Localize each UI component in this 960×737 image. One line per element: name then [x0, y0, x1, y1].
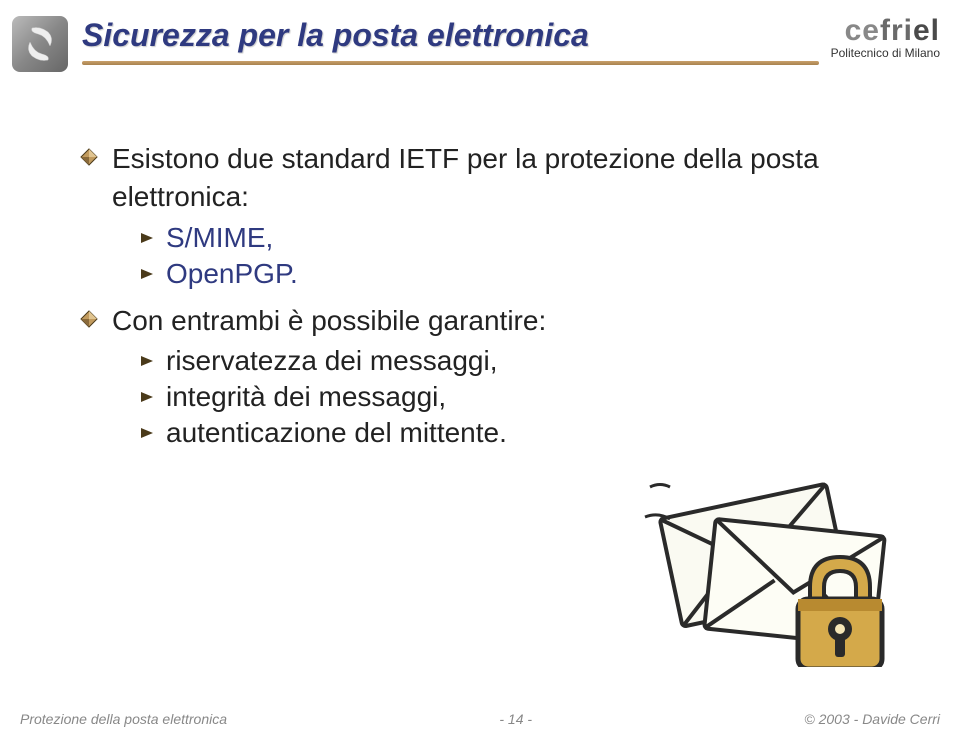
brand-block: cefriel Politecnico di Milano: [831, 14, 940, 60]
bullet-text: Esistono due standard IETF per la protez…: [112, 140, 900, 216]
sub-list: riservatezza dei messaggi, integrità dei…: [140, 345, 900, 449]
sub-label: integrità dei messaggi,: [166, 381, 446, 413]
slide-content: Esistono due standard IETF per la protez…: [0, 80, 960, 449]
triangle-bullet-icon: [140, 354, 154, 368]
triangle-bullet-icon: [140, 267, 154, 281]
bullet-item: Esistono due standard IETF per la protez…: [80, 140, 900, 216]
sub-label: S/MIME,: [166, 222, 273, 254]
bullet-text: Con entrambi è possibile garantire:: [112, 302, 546, 340]
diamond-bullet-icon: [80, 310, 98, 328]
footer-left: Protezione della posta elettronica: [20, 711, 227, 727]
slide-header: Sicurezza per la posta elettronica cefri…: [0, 0, 960, 80]
sub-item: autenticazione del mittente.: [140, 417, 900, 449]
triangle-bullet-icon: [140, 426, 154, 440]
brand-name: cefriel: [831, 14, 940, 48]
slide-title: Sicurezza per la posta elettronica: [82, 18, 819, 53]
envelope-lock-icon: [640, 447, 900, 667]
sub-item: OpenPGP.: [140, 258, 900, 290]
sub-label: riservatezza dei messaggi,: [166, 345, 497, 377]
slide-footer: Protezione della posta elettronica - 14 …: [0, 711, 960, 727]
triangle-bullet-icon: [140, 390, 154, 404]
sub-label: autenticazione del mittente.: [166, 417, 507, 449]
logo-icon: [12, 16, 68, 72]
sub-label: OpenPGP.: [166, 258, 298, 290]
title-block: Sicurezza per la posta elettronica: [82, 12, 819, 65]
brand-subtitle: Politecnico di Milano: [831, 46, 940, 60]
footer-right: © 2003 - Davide Cerri: [804, 711, 940, 727]
title-underline: [82, 61, 819, 65]
sub-list: S/MIME, OpenPGP.: [140, 222, 900, 290]
footer-page-number: - 14 -: [499, 711, 532, 727]
sub-item: riservatezza dei messaggi,: [140, 345, 900, 377]
bullet-item: Con entrambi è possibile garantire:: [80, 302, 900, 340]
sub-item: integrità dei messaggi,: [140, 381, 900, 413]
triangle-bullet-icon: [140, 231, 154, 245]
sub-item: S/MIME,: [140, 222, 900, 254]
diamond-bullet-icon: [80, 148, 98, 166]
